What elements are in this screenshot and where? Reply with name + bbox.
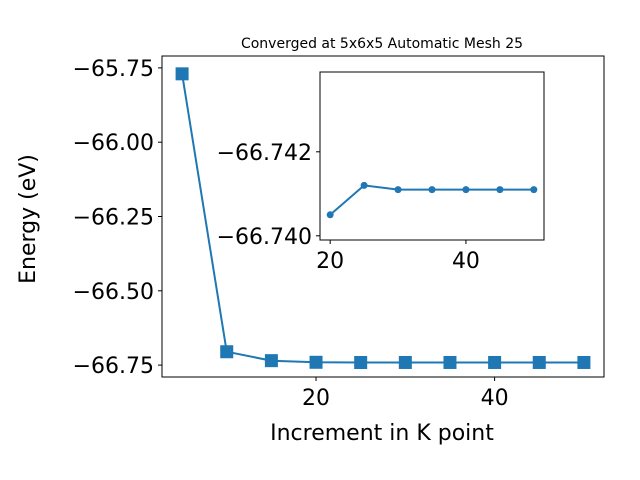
data-point <box>394 186 402 194</box>
x-tick-label: 20 <box>302 386 330 411</box>
y-tick-label: −66.742 <box>217 141 312 166</box>
data-point <box>264 354 278 368</box>
data-point <box>175 67 189 81</box>
inset-chart: 20 40 −66.742 −66.740 <box>217 71 545 274</box>
data-point <box>577 355 591 369</box>
inset-axes-frame <box>319 71 545 241</box>
data-point <box>354 355 368 369</box>
y-tick-label: −65.75 <box>73 57 154 82</box>
y-tick-label: −66.740 <box>217 225 312 250</box>
inset-series <box>326 181 538 219</box>
data-point <box>360 181 368 189</box>
data-point <box>530 186 538 194</box>
x-tick-label: 20 <box>316 249 344 274</box>
x-tick-label: 40 <box>481 386 509 411</box>
series-line <box>181 73 584 364</box>
inset-background <box>320 72 544 240</box>
inset-ticks: 20 40 −66.742 −66.740 <box>217 141 480 274</box>
data-point <box>443 355 457 369</box>
data-point <box>398 355 412 369</box>
y-tick-label: −66.75 <box>73 354 154 379</box>
main-series <box>175 67 591 369</box>
x-axis-label: Increment in K point <box>270 421 494 446</box>
data-point <box>309 355 323 369</box>
y-tick-label: −66.00 <box>73 131 154 156</box>
data-point <box>428 186 436 194</box>
data-point <box>532 355 546 369</box>
main-axes-frame <box>161 55 605 378</box>
chart-title: Converged at 5x6x5 Automatic Mesh 25 <box>241 36 523 52</box>
main-chart: Converged at 5x6x5 Automatic Mesh 25 Inc… <box>16 36 605 446</box>
data-point <box>326 211 334 219</box>
data-point <box>220 345 234 359</box>
data-point <box>488 355 502 369</box>
main-ticks: 20 40 −65.75 −66.00 −66.25 −66.50 −66.75 <box>73 57 509 411</box>
y-tick-label: −66.25 <box>73 206 154 231</box>
data-point <box>496 186 504 194</box>
y-tick-label: −66.50 <box>73 280 154 305</box>
data-point <box>462 186 470 194</box>
x-tick-label: 40 <box>452 249 480 274</box>
y-axis-label: Energy (eV) <box>16 154 41 284</box>
